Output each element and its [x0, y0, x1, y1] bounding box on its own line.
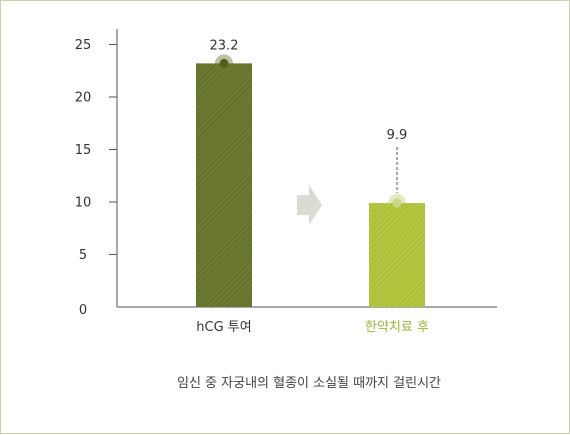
y-tick-label: 25	[75, 38, 92, 53]
data-label: 23.2	[210, 38, 239, 53]
y-tick-label: 10	[75, 196, 92, 211]
arrow-right-icon	[297, 185, 322, 225]
x-tick-label: 한약치료 후	[365, 320, 429, 335]
bar	[369, 203, 425, 307]
x-tick-label: hCG 투여	[196, 320, 251, 335]
axes: 0 5 10 15 20 25 hCG 투여 한약치료 후임신 중 자궁내의 혈종이 소실될 …	[75, 29, 497, 391]
data-label: 9.9	[387, 128, 408, 143]
bar	[196, 63, 252, 308]
point	[392, 198, 402, 208]
y-tick-label: 15	[75, 143, 92, 158]
y-tick-label: 5	[79, 248, 87, 263]
x-axis-caption: 임신 중 자궁내의 혈종이 소실될 때까지 걸린시간	[177, 376, 441, 391]
y-tick-label: 0	[79, 303, 87, 318]
y-tick-label: 20	[75, 91, 92, 106]
point	[219, 58, 229, 68]
marks: 23.2 9.9	[210, 38, 408, 225]
bars	[196, 63, 425, 308]
